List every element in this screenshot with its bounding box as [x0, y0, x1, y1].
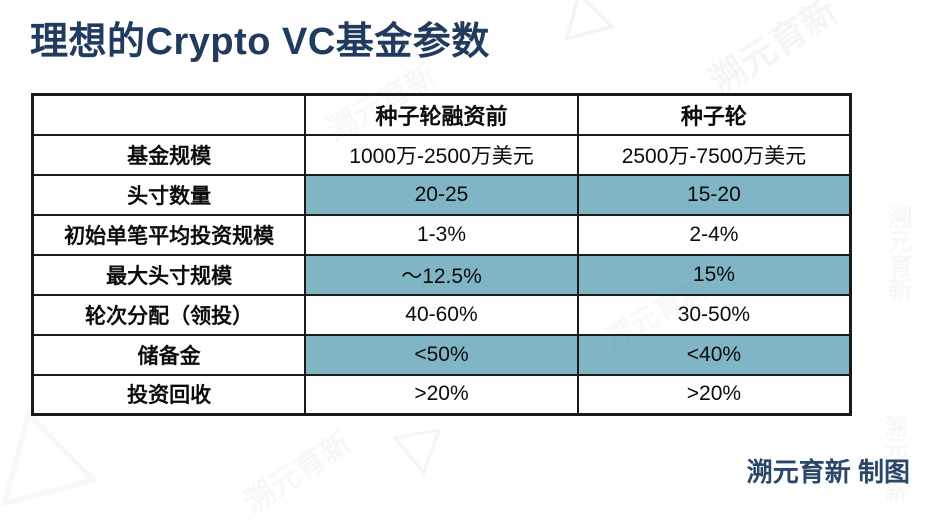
row-value-seed: <40% [576, 333, 852, 376]
row-value-pre-seed: 20-25 [304, 173, 579, 216]
table-row-round-allocation: 轮次分配（领投） 40-60% 30-50% [31, 293, 852, 336]
fund-parameters-table: 种子轮融资前 种子轮 基金规模 1000万-2500万美元 2500万-7500… [31, 93, 852, 416]
row-value-pre-seed: 1000万-2500万美元 [304, 133, 579, 176]
watermark-logo-icon [388, 420, 453, 485]
row-value-seed: 2-4% [576, 213, 852, 256]
row-value-seed: 15-20 [576, 173, 852, 216]
table-row-max-position-size: 最大头寸规模 ～12.5% 15% [31, 253, 852, 296]
row-label: 初始单笔平均投资规模 [31, 213, 307, 256]
row-value-pre-seed: <50% [304, 333, 579, 376]
row-label: 投资回收 [31, 373, 307, 416]
row-value-pre-seed: 40-60% [304, 293, 579, 336]
header-seed: 种子轮 [576, 93, 852, 136]
row-label: 轮次分配（领投） [31, 293, 307, 336]
table-row-initial-check-size: 初始单笔平均投资规模 1-3% 2-4% [31, 213, 852, 256]
table-row-recycling: 投资回收 >20% >20% [31, 373, 852, 416]
row-label: 基金规模 [31, 133, 307, 176]
row-value-seed: 30-50% [576, 293, 852, 336]
watermark-text: 溯元育新 [884, 205, 911, 301]
watermark-text: 溯元育新 [238, 426, 358, 520]
row-value-seed: 15% [576, 253, 852, 296]
row-value-pre-seed: >20% [304, 373, 579, 416]
table-row-position-count: 头寸数量 20-25 15-20 [31, 173, 852, 216]
table-header-row: 种子轮融资前 种子轮 [31, 93, 852, 136]
row-label: 最大头寸规模 [31, 253, 307, 296]
watermark-logo-icon [555, 0, 626, 57]
row-label: 头寸数量 [31, 173, 307, 216]
header-empty-cell [31, 93, 307, 136]
row-value-seed: 2500万-7500万美元 [576, 133, 852, 176]
row-value-pre-seed: 1-3% [304, 213, 579, 256]
row-label: 储备金 [31, 333, 307, 376]
page-title: 理想的Crypto VC基金参数 [30, 21, 490, 63]
table-row-reserves: 储备金 <50% <40% [31, 333, 852, 376]
table-row-fund-size: 基金规模 1000万-2500万美元 2500万-7500万美元 [31, 133, 852, 176]
row-value-pre-seed: ～12.5% [304, 253, 579, 296]
header-pre-seed: 种子轮融资前 [304, 93, 579, 136]
row-value-seed: >20% [576, 373, 852, 416]
credit-text: 溯元育新 制图 [746, 457, 910, 487]
watermark-text: 溯元育新 [701, 0, 845, 103]
